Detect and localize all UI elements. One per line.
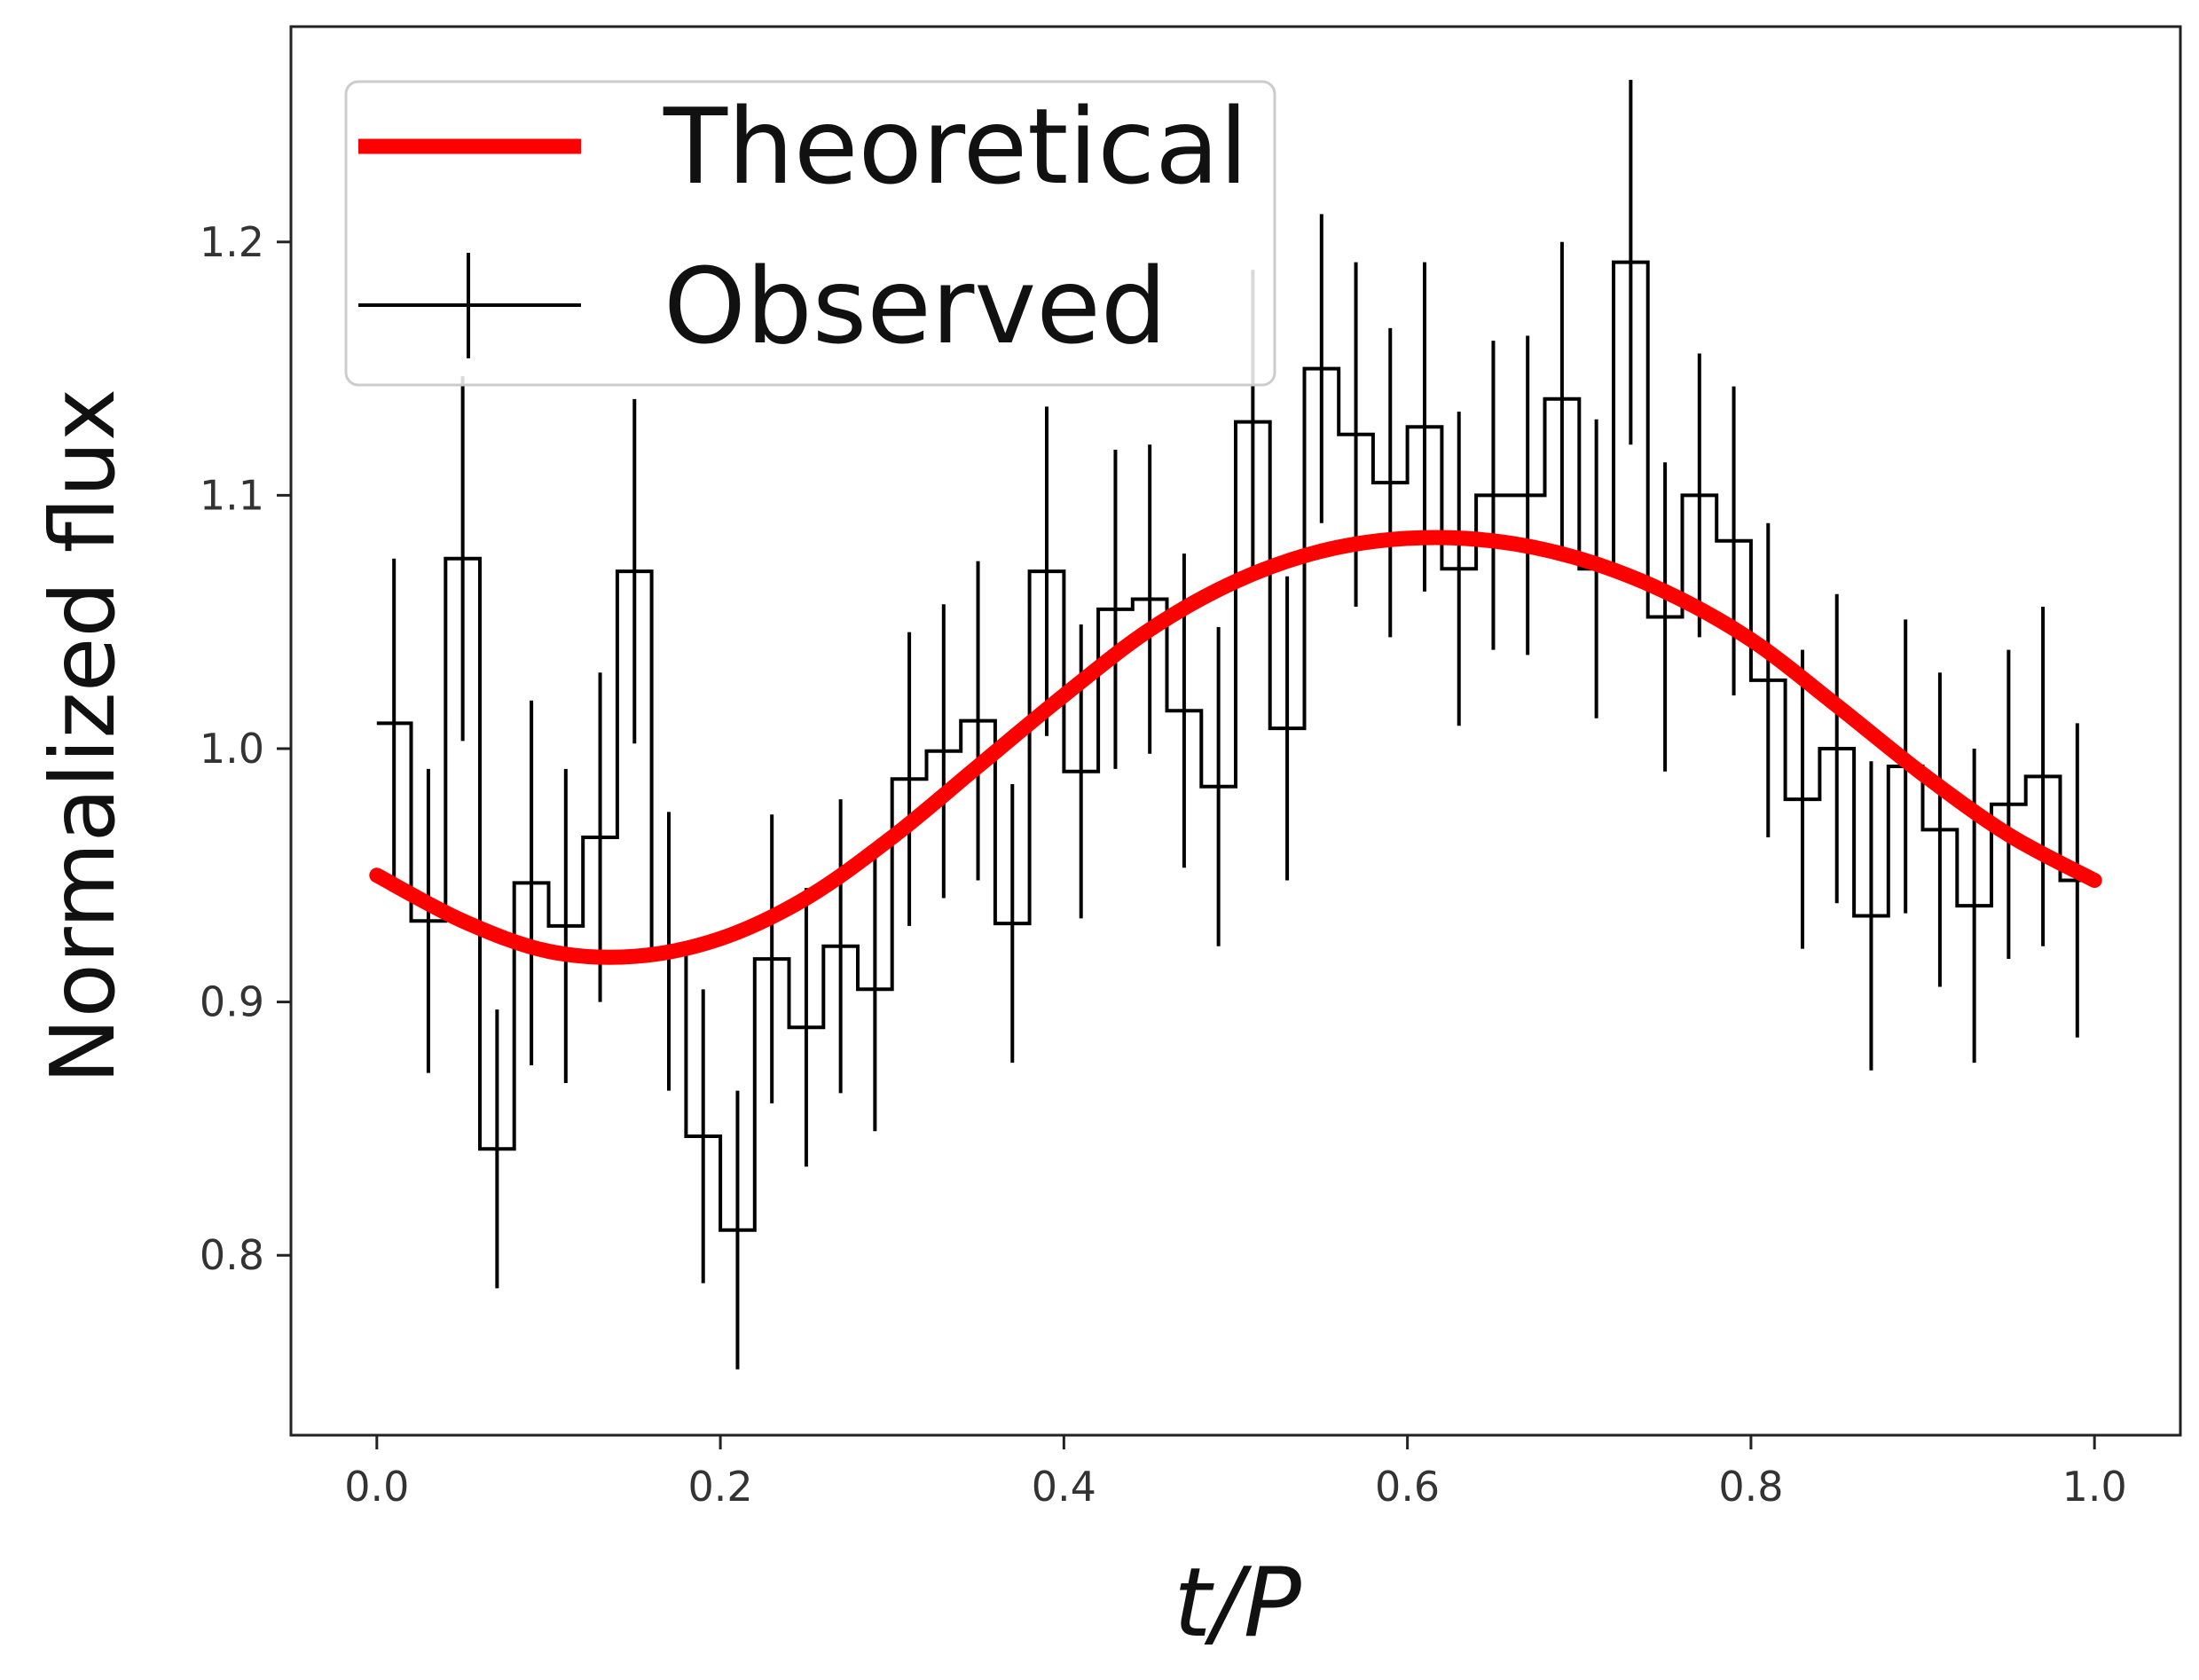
legend-observed-label: Observed bbox=[664, 245, 1167, 367]
x-axis-title: t/P bbox=[1174, 1548, 1301, 1659]
x-tick-label: 0.6 bbox=[1375, 1463, 1440, 1511]
y-tick-label: 0.8 bbox=[200, 1231, 264, 1279]
x-tick-label: 1.0 bbox=[2062, 1463, 2127, 1511]
y-tick-label: 1.0 bbox=[200, 725, 264, 773]
legend-frame bbox=[344, 80, 1276, 387]
y-axis-title: Normalized flux bbox=[31, 389, 135, 1084]
x-tick-label: 0.2 bbox=[688, 1463, 753, 1511]
legend: Theoretical Observed bbox=[344, 80, 1276, 387]
legend-theoretical-label: Theoretical bbox=[663, 85, 1248, 208]
series-layer bbox=[369, 79, 2102, 1370]
x-tick-label: 0.8 bbox=[1718, 1463, 1783, 1511]
y-tick-label: 1.2 bbox=[200, 218, 264, 266]
theoretical-curve bbox=[369, 530, 2102, 965]
y-tick-label: 0.9 bbox=[200, 978, 264, 1026]
x-tick-label: 0.0 bbox=[344, 1463, 409, 1511]
axes-layer: 0.0 0.2 0.4 0.6 0.8 1.0 0.8 0.9 1.0 1.1 1.2 bbox=[200, 25, 2182, 1511]
y-tick-label: 1.1 bbox=[200, 471, 264, 519]
x-tick-label: 0.4 bbox=[1032, 1463, 1096, 1511]
plot-frame bbox=[289, 25, 2182, 1437]
